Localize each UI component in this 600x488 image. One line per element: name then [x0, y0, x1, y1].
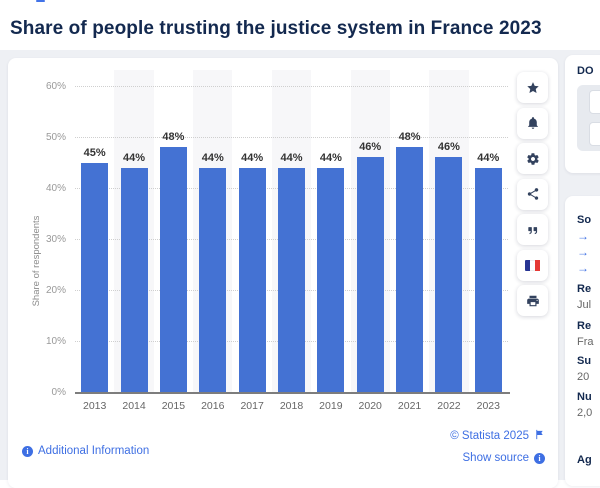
bar-2019[interactable] [317, 167, 345, 392]
source-link-arrow-icon[interactable]: → [577, 245, 589, 259]
citation-quote-button[interactable] [517, 214, 548, 245]
source-link-arrow-icon[interactable]: → [577, 229, 589, 243]
gridline [75, 137, 508, 138]
meta-value: 20 [577, 371, 590, 383]
chart-meta-card: So → → → Re Jul Re Fra Su 20 Nu 2,0 Ag [565, 196, 600, 486]
y-tick-label: 20% [45, 285, 66, 296]
meta-label: Nu [577, 391, 592, 403]
y-tick-label: 40% [45, 183, 66, 194]
y-axis-title: Share of respondents [31, 215, 42, 307]
bar-value-label: 44% [201, 151, 224, 164]
y-tick-label: 0% [51, 387, 66, 398]
settings-gear-icon [526, 152, 540, 166]
bar-value-label: 44% [477, 151, 500, 164]
download-heading: DO [577, 65, 594, 77]
x-tick-label: 2020 [358, 400, 382, 412]
download-options-box [577, 85, 600, 151]
copyright-label: © Statista 2025 [450, 430, 529, 442]
settings-gear-button[interactable] [517, 143, 548, 174]
bar-value-label: 45% [83, 146, 106, 159]
meta-label: Re [577, 283, 592, 295]
y-tick-label: 30% [45, 234, 66, 245]
bar-value-label: 46% [359, 141, 382, 154]
notification-bell-icon [526, 116, 540, 130]
citation-quote-icon [526, 223, 540, 237]
sources-heading: So [577, 214, 592, 226]
x-tick-label: 2021 [397, 400, 422, 412]
print-icon [526, 294, 540, 308]
statista-copyright[interactable]: © Statista 2025 [450, 428, 545, 444]
bar-value-label: 44% [280, 151, 303, 164]
x-tick-label: 2017 [240, 400, 264, 412]
x-tick-label: 2015 [161, 400, 186, 412]
bar-2013[interactable] [81, 162, 109, 392]
bar-2023[interactable] [474, 167, 502, 392]
show-source-label: Show source [462, 452, 529, 464]
bar-2018[interactable] [278, 167, 305, 392]
meta-label: Ag [577, 454, 592, 466]
y-tick-label: 50% [45, 132, 66, 143]
download-option-button[interactable] [589, 90, 600, 114]
meta-label: Re [577, 320, 592, 332]
bar-value-label: 44% [123, 151, 146, 164]
x-axis-line [75, 392, 510, 394]
x-tick-label: 2022 [437, 400, 461, 412]
x-tick-label: 2014 [122, 400, 146, 412]
x-tick-label: 2013 [83, 400, 107, 412]
show-source-link[interactable]: Show source i [450, 450, 545, 466]
info-icon: i [534, 452, 545, 464]
meta-label: Su [577, 355, 592, 367]
favorite-star-button[interactable] [517, 72, 548, 103]
info-icon: i [22, 445, 33, 457]
clipped-tab-indicator [36, 0, 45, 2]
y-tick-label: 60% [45, 81, 66, 92]
notification-bell-button[interactable] [517, 107, 548, 139]
print-button[interactable] [517, 285, 548, 316]
x-tick-label: 2023 [476, 400, 500, 412]
bar-value-label: 44% [319, 151, 342, 164]
meta-value: Fra [577, 336, 594, 348]
favorite-star-icon [526, 81, 540, 95]
bar-2021[interactable] [396, 147, 424, 392]
x-tick-label: 2019 [319, 400, 343, 412]
language-french-flag-icon [524, 259, 541, 271]
share-button[interactable] [517, 178, 548, 210]
language-french-flag-button[interactable] [517, 249, 548, 281]
meta-value: Jul [577, 299, 592, 311]
bar-2020[interactable] [356, 157, 384, 392]
additional-information-link[interactable]: i Additional Information [22, 445, 149, 457]
bar-value-label: 44% [241, 151, 264, 164]
download-card: DO [565, 55, 600, 173]
meta-value: 2,0 [577, 407, 593, 419]
download-option-button[interactable] [589, 122, 600, 146]
page-title: Share of people trusting the justice sys… [10, 17, 542, 39]
bar-2017[interactable] [238, 167, 266, 392]
source-link-arrow-icon[interactable]: → [577, 261, 589, 275]
report-flag-icon [534, 429, 545, 443]
x-tick-label: 2016 [201, 400, 225, 412]
x-tick-label: 2018 [279, 400, 304, 412]
bar-2014[interactable] [120, 167, 148, 392]
bar-2015[interactable] [159, 147, 187, 392]
chart-footer-right: © Statista 2025 Show source i [450, 428, 545, 472]
bar-value-label: 46% [437, 141, 460, 154]
y-tick-label: 10% [45, 336, 66, 347]
share-icon [526, 187, 540, 201]
bar-value-label: 48% [398, 131, 421, 144]
gridline [75, 86, 508, 87]
bar-value-label: 48% [162, 131, 185, 144]
chart-card: Share of respondents 0% 10% 20% 30% 40% 50% 60… [8, 58, 558, 488]
bar-2016[interactable] [199, 167, 227, 392]
additional-information-label: Additional Information [38, 445, 150, 457]
bar-2022[interactable] [435, 157, 463, 392]
